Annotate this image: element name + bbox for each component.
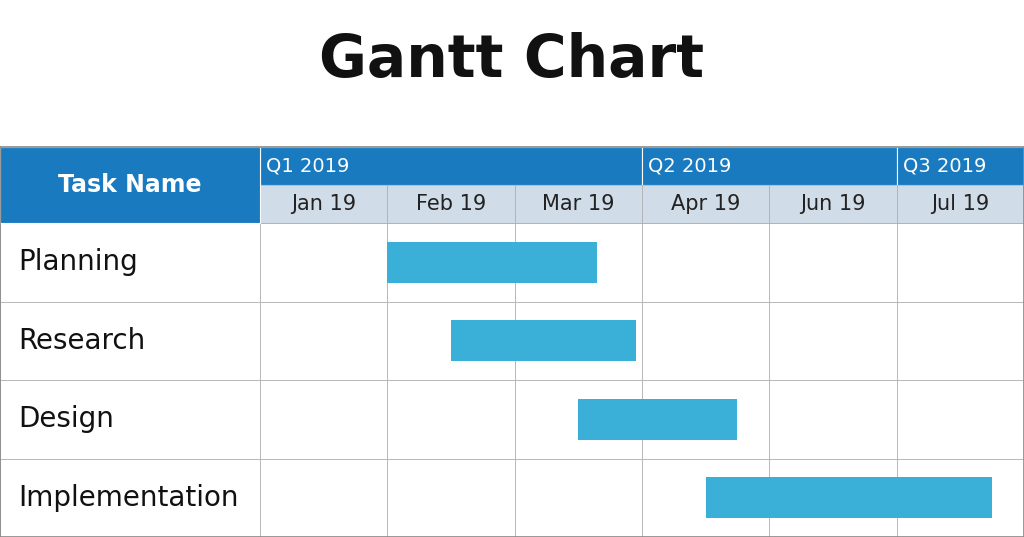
Text: Research: Research — [18, 326, 145, 355]
Bar — [387, 301, 515, 380]
Bar — [0, 147, 260, 223]
Bar — [0, 301, 260, 380]
Text: Jan 19: Jan 19 — [291, 194, 356, 214]
Bar — [897, 185, 1024, 223]
Text: Mar 19: Mar 19 — [542, 194, 614, 214]
Text: Q1 2019: Q1 2019 — [266, 156, 349, 176]
Bar — [260, 147, 642, 185]
Bar — [897, 301, 1024, 380]
Text: Q2 2019: Q2 2019 — [648, 156, 731, 176]
Bar — [897, 380, 1024, 459]
Bar — [642, 223, 769, 301]
Text: Q3 2019: Q3 2019 — [903, 156, 986, 176]
Bar — [260, 459, 387, 537]
Bar — [387, 223, 515, 301]
Bar — [0, 380, 1024, 459]
Text: Jun 19: Jun 19 — [800, 194, 865, 214]
Bar — [579, 399, 737, 440]
Text: Implementation: Implementation — [18, 484, 239, 512]
Bar — [706, 477, 992, 518]
Bar — [642, 301, 769, 380]
Text: Apr 19: Apr 19 — [671, 194, 740, 214]
Bar — [769, 459, 897, 537]
Text: Design: Design — [18, 405, 114, 433]
Bar — [260, 185, 387, 223]
Text: Planning: Planning — [18, 248, 138, 276]
Bar — [515, 223, 642, 301]
Bar — [260, 223, 387, 301]
Bar — [897, 147, 1024, 185]
Bar — [387, 185, 515, 223]
Text: Gantt Chart: Gantt Chart — [319, 32, 705, 89]
Bar — [387, 380, 515, 459]
Bar — [515, 301, 642, 380]
Bar — [260, 301, 387, 380]
Bar — [0, 380, 260, 459]
Bar — [515, 380, 642, 459]
Bar — [642, 185, 769, 223]
Bar — [0, 223, 260, 301]
Bar — [0, 459, 1024, 537]
Bar — [769, 380, 897, 459]
Bar — [769, 185, 897, 223]
Bar — [387, 459, 515, 537]
Bar — [769, 223, 897, 301]
Text: Feb 19: Feb 19 — [416, 194, 486, 214]
Bar — [260, 380, 387, 459]
Text: Jul 19: Jul 19 — [931, 194, 989, 214]
Bar — [0, 301, 1024, 380]
Bar — [642, 380, 769, 459]
Bar — [451, 321, 636, 361]
Bar — [0, 147, 1024, 537]
Bar — [897, 223, 1024, 301]
Bar — [0, 459, 260, 537]
Bar — [387, 242, 597, 282]
Text: Task Name: Task Name — [58, 173, 202, 197]
Bar — [0, 223, 1024, 301]
Bar — [642, 147, 897, 185]
Bar — [897, 459, 1024, 537]
Bar — [769, 301, 897, 380]
Bar — [515, 185, 642, 223]
Bar — [515, 459, 642, 537]
Bar — [642, 459, 769, 537]
